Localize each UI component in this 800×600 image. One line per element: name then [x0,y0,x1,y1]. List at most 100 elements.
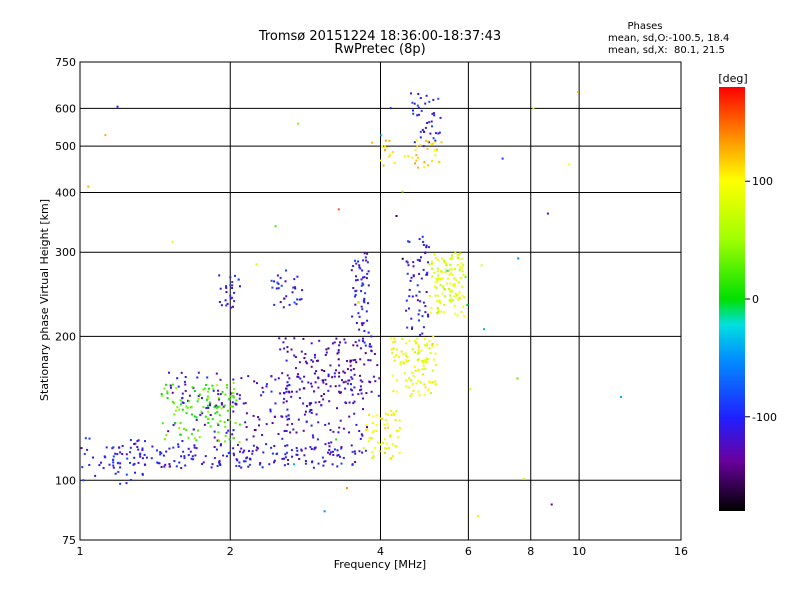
data-point [274,378,277,381]
data-point [426,147,429,150]
data-point [427,261,429,264]
data-point [166,392,169,395]
data-point [337,208,340,211]
data-point [438,160,441,163]
data-point [396,379,398,382]
data-point [405,359,407,362]
data-point [225,431,228,434]
data-point [291,291,294,294]
data-point [141,472,144,475]
data-point [419,144,422,147]
data-point [209,414,212,416]
data-point [352,344,355,347]
data-point [432,112,435,115]
data-point [213,436,216,439]
data-point [419,333,422,336]
data-point [172,446,175,449]
data-point [205,384,208,386]
data-point [247,375,250,378]
data-point [308,403,311,406]
data-point [243,449,246,452]
data-point [378,377,381,380]
data-point [232,378,235,381]
data-point [351,450,354,453]
data-point [112,466,115,469]
data-point [178,461,181,464]
data-point [234,402,237,405]
data-point [434,380,436,383]
data-point [405,299,408,302]
stats-x-mode: mean, sd,X: 80.1, 21.5 [608,45,725,56]
data-point [428,380,431,383]
data-point [437,97,440,100]
data-point [293,463,295,466]
data-point [370,437,373,440]
data-point [283,430,286,432]
data-point [285,451,288,454]
data-point [411,326,414,329]
data-point [420,349,423,352]
data-point [419,300,422,303]
data-point [183,427,185,430]
data-point [290,348,293,351]
data-point [377,441,379,444]
data-point [421,315,424,318]
data-point [256,447,259,450]
data-point [393,161,396,164]
data-point [426,342,429,345]
data-point [287,414,290,417]
data-point [325,348,328,351]
data-point [129,479,132,481]
data-point [233,300,236,303]
data-point [265,385,268,388]
data-point [258,463,261,466]
data-point [451,256,454,259]
data-point [436,279,439,282]
data-point [215,404,218,407]
data-point [464,276,467,278]
data-point [232,447,235,450]
data-point [301,289,304,292]
data-point [165,450,168,453]
data-point [265,443,268,446]
data-point [156,461,159,464]
data-point [456,298,459,301]
data-point [240,377,243,380]
data-point [238,423,241,426]
data-point [112,455,115,458]
data-point [455,294,458,297]
data-point [224,425,227,428]
data-point [294,356,297,358]
data-point [229,284,232,287]
data-point [433,271,436,274]
data-point [395,348,398,351]
data-point [408,377,411,380]
data-point [171,240,174,243]
data-point [424,102,427,105]
data-point [417,349,420,352]
data-point [336,449,339,452]
data-point [156,449,158,452]
data-point [358,339,361,342]
data-point [368,414,371,416]
data-point [372,422,374,425]
data-point [425,244,428,247]
data-point [357,312,360,315]
y-tick-label: 100 [55,474,76,487]
data-point [386,146,389,149]
data-point [313,390,316,393]
data-point [399,361,402,364]
data-point [258,424,260,427]
data-point [314,446,317,449]
data-point [336,454,339,457]
data-point [395,215,398,217]
data-point [220,407,223,410]
data-point [245,412,248,415]
data-point [453,285,456,288]
data-point [418,259,421,262]
data-point [351,377,354,380]
data-point [207,390,210,393]
data-point [137,439,140,442]
data-point [360,305,363,308]
data-point [407,155,410,158]
